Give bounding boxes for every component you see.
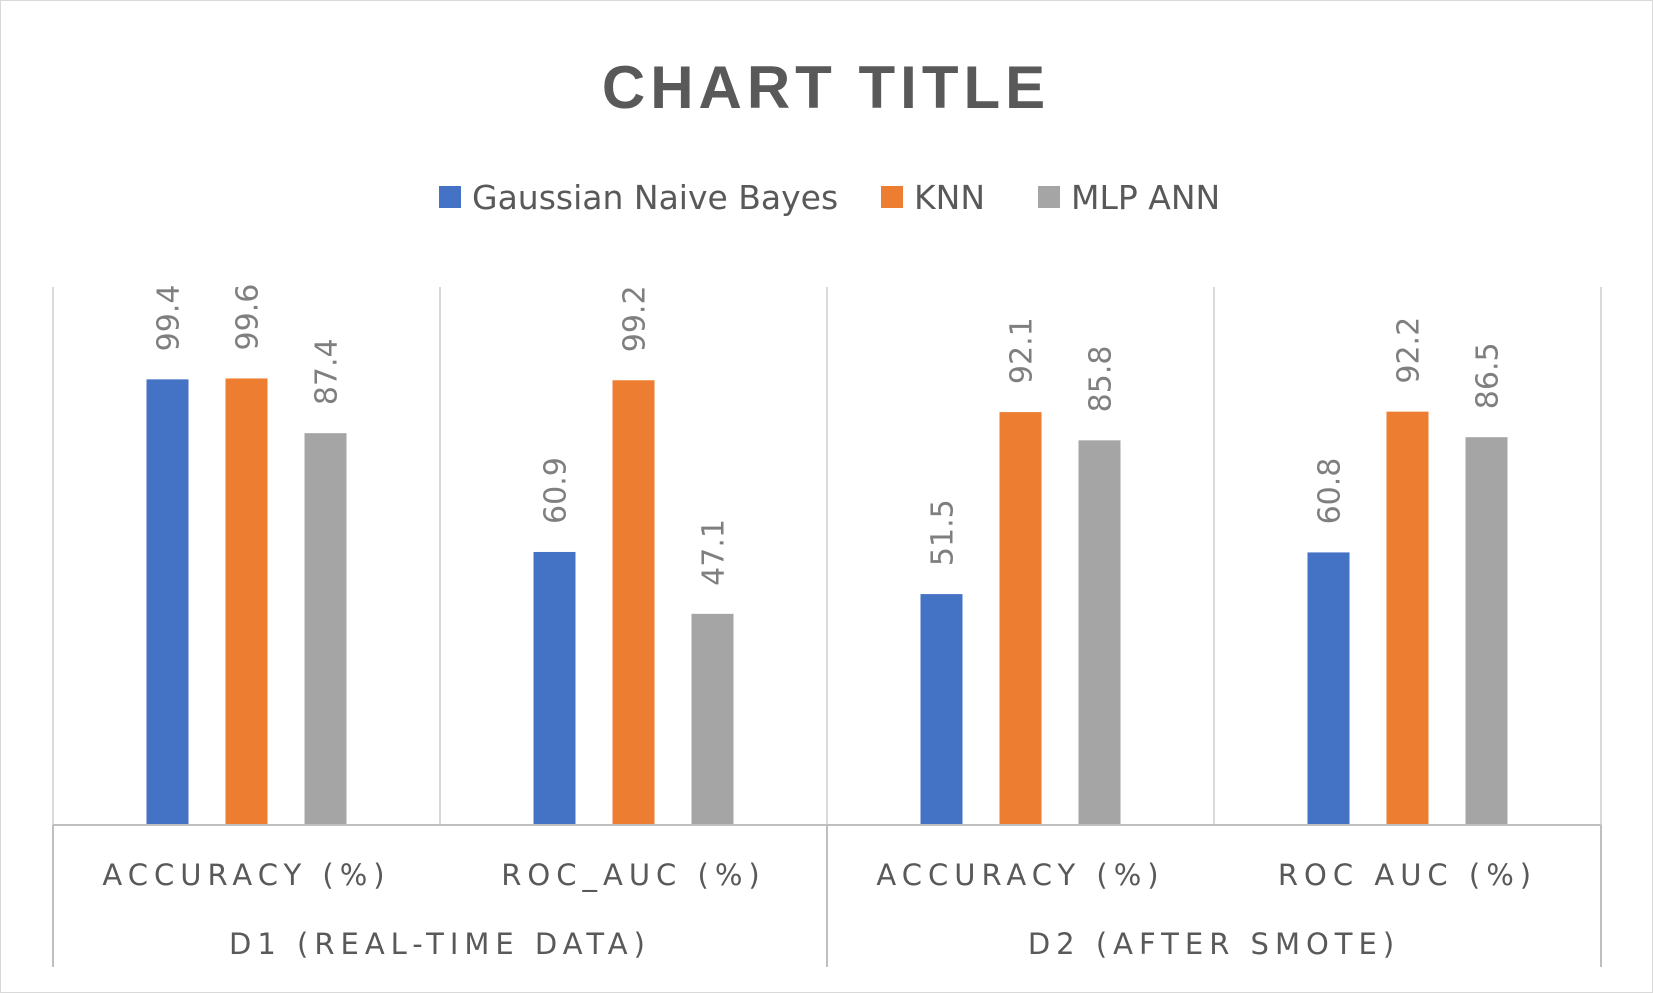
data-label-gaussian-naive-bayes-4: 60.8	[1313, 458, 1348, 525]
category-label-1: ACCURACY (%)	[102, 858, 390, 892]
legend-swatch-gaussian-naive-bayes	[439, 186, 461, 208]
bars	[146, 378, 1508, 825]
x-axis: ACCURACY (%) ROC_AUC (%) ACCURACY (%) ROC A…	[52, 824, 1602, 967]
bar-gaussian-naive-bayes-2	[533, 551, 576, 825]
category-label-3: ACCURACY (%)	[876, 858, 1164, 892]
legend: Gaussian Naive Bayes KNN MLP ANN	[439, 178, 1220, 217]
data-label-mlp-ann-2: 47.1	[697, 519, 732, 586]
bar-knn-4	[1386, 411, 1429, 825]
chart-title: CHART TITLE	[602, 54, 1050, 121]
data-label-gaussian-naive-bayes-3: 51.5	[926, 499, 961, 566]
data-label-gaussian-naive-bayes-2: 60.9	[539, 457, 574, 524]
category-label-4: ROC AUC (%)	[1278, 858, 1537, 892]
data-label-gaussian-naive-bayes-1: 99.4	[152, 285, 187, 352]
legend-label-mlp-ann: MLP ANN	[1071, 178, 1220, 217]
data-label-knn-1: 99.6	[231, 284, 266, 351]
bar-knn-1	[225, 378, 268, 825]
data-labels: 99.4 99.6 87.4 60.9 99.2 47.1 51.5 92.1 85.8 60.8…	[152, 284, 1506, 586]
bar-gaussian-naive-bayes-4	[1307, 552, 1350, 825]
group-label-1: D1 (REAL-TIME DATA)	[229, 927, 651, 961]
bar-mlp-ann-3	[1078, 440, 1121, 825]
legend-swatch-mlp-ann	[1038, 186, 1060, 208]
data-label-knn-4: 92.2	[1392, 317, 1427, 384]
bar-mlp-ann-2	[691, 613, 734, 825]
legend-label-gaussian-naive-bayes: Gaussian Naive Bayes	[472, 178, 838, 217]
bar-knn-3	[999, 412, 1042, 825]
bar-gaussian-naive-bayes-3	[920, 594, 963, 825]
data-label-mlp-ann-1: 87.4	[310, 338, 345, 405]
bar-mlp-ann-1	[304, 433, 347, 825]
data-label-mlp-ann-3: 85.8	[1084, 346, 1119, 413]
bar-knn-2	[612, 380, 655, 825]
bar-gaussian-naive-bayes-1	[146, 379, 189, 825]
data-label-knn-3: 92.1	[1005, 317, 1040, 384]
group-label-2: D2 (AFTER SMOTE)	[1028, 927, 1400, 961]
bar-mlp-ann-4	[1465, 437, 1508, 825]
category-label-2: ROC_AUC (%)	[501, 858, 765, 892]
grid-lines	[52, 287, 1602, 825]
data-label-knn-2: 99.2	[618, 285, 653, 352]
legend-swatch-knn	[881, 186, 903, 208]
data-label-mlp-ann-4: 86.5	[1471, 342, 1506, 409]
legend-label-knn: KNN	[914, 178, 985, 217]
